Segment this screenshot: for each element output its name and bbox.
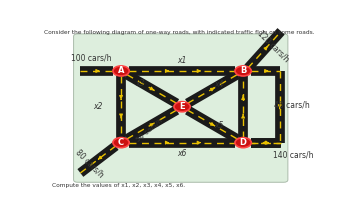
Text: D: D — [240, 138, 247, 147]
Circle shape — [113, 66, 129, 76]
Circle shape — [235, 66, 251, 76]
Text: x2: x2 — [93, 102, 103, 111]
Text: Consider the following diagram of one-way roads, with indicated traffic flow on : Consider the following diagram of one-wa… — [44, 30, 315, 35]
Circle shape — [113, 138, 129, 148]
Text: 80 cars/h: 80 cars/h — [74, 148, 106, 180]
Text: x4: x4 — [214, 80, 223, 89]
Text: Compute the values of x1, x2, x3, x4, x5, x6.: Compute the values of x1, x2, x3, x4, x5… — [52, 183, 185, 188]
Text: x6: x6 — [177, 149, 187, 158]
Text: 120 cars/h: 120 cars/h — [256, 29, 290, 64]
Text: 40 cars/h: 40 cars/h — [274, 100, 310, 109]
Text: x3: x3 — [135, 79, 145, 88]
Text: x5: x5 — [214, 121, 223, 130]
Text: C: C — [118, 138, 124, 147]
Text: E: E — [179, 102, 185, 111]
Text: x1: x1 — [177, 55, 187, 65]
Text: 100 cars/h: 100 cars/h — [71, 54, 111, 63]
Text: 50 cars/h: 50 cars/h — [135, 117, 164, 143]
Text: 140 cars/h: 140 cars/h — [273, 151, 314, 160]
Circle shape — [174, 102, 190, 112]
Circle shape — [235, 138, 251, 148]
FancyBboxPatch shape — [74, 34, 288, 182]
Text: B: B — [240, 67, 246, 76]
Text: A: A — [118, 67, 124, 76]
